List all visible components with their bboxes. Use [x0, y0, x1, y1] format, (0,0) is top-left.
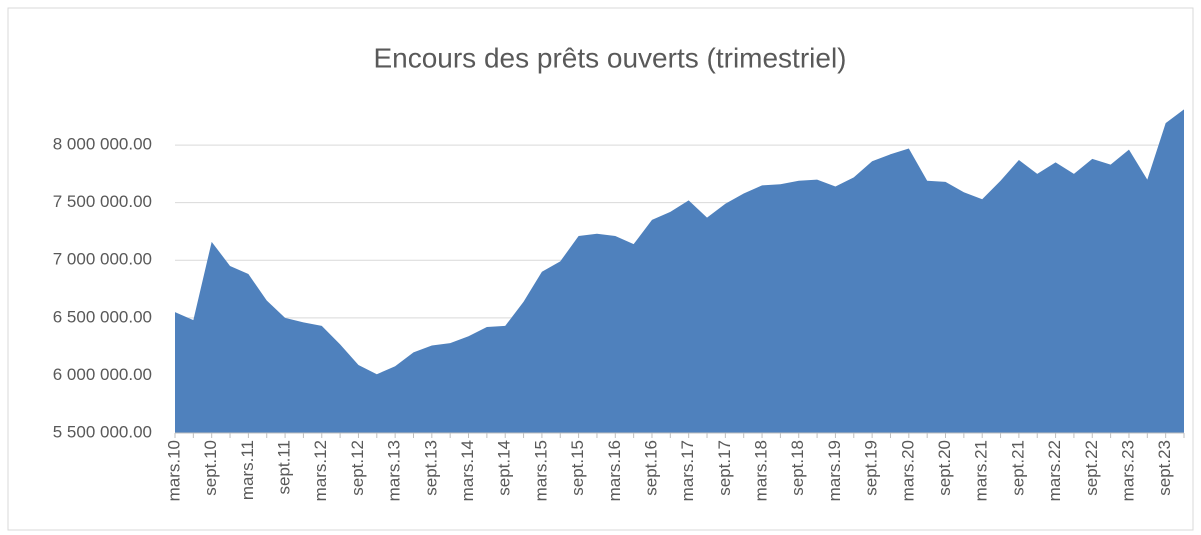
- x-tick-label: sept.18: [788, 440, 807, 496]
- x-tick-label: mars.19: [825, 440, 844, 501]
- y-tick-label: 6 500 000.00: [53, 307, 152, 326]
- y-tick-label: 6 000 000.00: [53, 365, 152, 384]
- x-tick-label: sept.21: [1008, 440, 1027, 496]
- x-tick-label: mars.22: [1045, 440, 1064, 501]
- y-tick-label: 5 500 000.00: [53, 422, 152, 441]
- x-tick-label: sept.10: [201, 440, 220, 496]
- x-tick-label: sept.13: [421, 440, 440, 496]
- x-tick-label: sept.15: [568, 440, 587, 496]
- y-tick-label: 7 500 000.00: [53, 192, 152, 211]
- x-tick-label: sept.14: [495, 440, 514, 496]
- x-tick-label: sept.16: [641, 440, 660, 496]
- x-tick-label: sept.23: [1155, 440, 1174, 496]
- x-tick-label: mars.14: [458, 440, 477, 501]
- x-tick-label: sept.22: [1082, 440, 1101, 496]
- x-tick-label: mars.23: [1118, 440, 1137, 501]
- x-tick-label: sept.12: [348, 440, 367, 496]
- x-tick-label: mars.13: [385, 440, 404, 501]
- x-tick-label: mars.15: [531, 440, 550, 501]
- x-tick-label: mars.20: [898, 440, 917, 501]
- x-tick-label: mars.18: [752, 440, 771, 501]
- x-tick-label: sept.19: [862, 440, 881, 496]
- x-tick-label: mars.16: [605, 440, 624, 501]
- y-tick-label: 8 000 000.00: [53, 135, 152, 154]
- x-tick-label: mars.10: [164, 440, 183, 501]
- x-tick-label: mars.21: [972, 440, 991, 501]
- x-tick-label: mars.12: [311, 440, 330, 501]
- x-tick-label: mars.11: [238, 440, 257, 500]
- area: [175, 109, 1184, 434]
- x-tick-label: mars.17: [678, 440, 697, 501]
- chart-title: Encours des prêts ouverts (trimestriel): [373, 42, 846, 73]
- x-tick-label: sept.11: [275, 440, 294, 495]
- x-tick-label: sept.17: [715, 440, 734, 496]
- y-tick-label: 7 000 000.00: [53, 250, 152, 269]
- x-tick-label: sept.20: [935, 440, 954, 496]
